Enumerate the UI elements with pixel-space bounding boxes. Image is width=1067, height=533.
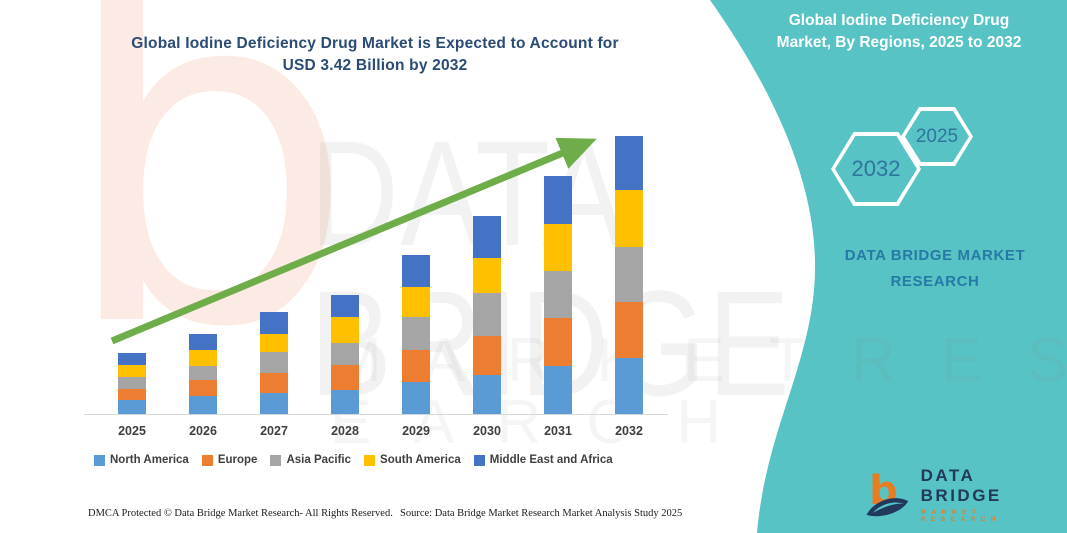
bar-segment-2029-europe: [402, 349, 430, 383]
chart-legend: North America Europe Asia Pacific South Ame…: [94, 454, 613, 466]
bar-segment-2032-south-america: [615, 189, 643, 247]
x-tick-label-2032: 2032: [615, 424, 643, 438]
x-tick-label-2025: 2025: [118, 424, 146, 438]
bar-segment-2029-north-america: [402, 382, 430, 414]
bar-segment-2028-europe: [331, 365, 359, 390]
bar-segment-2032-europe: [615, 301, 643, 358]
legend-item-asia-pacific: Asia Pacific: [270, 454, 351, 466]
bar-segment-2026-europe: [189, 379, 217, 397]
page-title: Global Iodine Deficiency Drug Market is …: [131, 35, 619, 74]
legend-swatch: [201, 454, 213, 466]
bar-segment-2030-europe: [473, 336, 501, 376]
x-axis-line: [84, 414, 668, 415]
bar-segment-2030-south-america: [473, 258, 501, 293]
bar-segment-2030-middle-east-and-africa: [473, 215, 501, 259]
x-tick-label-2026: 2026: [189, 424, 217, 438]
bar-segment-2026-south-america: [189, 349, 217, 367]
bar-segment-2025-north-america: [118, 400, 146, 414]
legend-swatch: [94, 454, 105, 466]
bar-segment-2028-middle-east-and-africa: [331, 295, 359, 318]
x-tick-label-2029: 2029: [402, 424, 430, 438]
bar-segment-2027-europe: [260, 372, 288, 393]
bar-segment-2026-middle-east-and-africa: [189, 334, 217, 350]
bar-segment-2028-south-america: [331, 317, 359, 344]
bar-segment-2029-middle-east-and-africa: [402, 254, 430, 287]
bar-segment-2026-asia-pacific: [189, 366, 217, 380]
bar-segment-2031-europe: [544, 318, 572, 367]
legend-item-north-america: North America: [94, 454, 189, 466]
bar-segment-2032-asia-pacific: [615, 246, 643, 302]
legend-swatch: [364, 454, 376, 466]
footer-source-text: Source: Data Bridge Market Research Mark…: [400, 508, 683, 519]
bar-segment-2027-middle-east-and-africa: [260, 311, 288, 334]
legend-swatch: [270, 454, 282, 466]
legend-label: Europe: [217, 454, 258, 466]
bar-segment-2031-south-america: [544, 223, 572, 272]
bar-segment-2029-south-america: [402, 286, 430, 318]
legend-label: Asia Pacific: [286, 454, 352, 466]
bar-segment-2025-south-america: [118, 365, 146, 378]
x-tick-label-2031: 2031: [544, 424, 572, 438]
x-tick-label-2028: 2028: [331, 424, 359, 438]
footer-dmca-text: DMCA Protected © Data Bridge Market Rese…: [88, 508, 393, 519]
bar-segment-2027-asia-pacific: [260, 352, 288, 373]
bar-segment-2028-asia-pacific: [331, 343, 359, 366]
bar-segment-2032-north-america: [615, 357, 643, 414]
x-tick-label-2030: 2030: [473, 424, 501, 438]
bar-segment-2027-south-america: [260, 333, 288, 353]
bar-segment-2031-middle-east-and-africa: [544, 176, 572, 224]
bar-segment-2025-asia-pacific: [118, 377, 146, 389]
bar-segment-2026-north-america: [189, 396, 217, 414]
legend-label: North America: [110, 454, 189, 466]
legend-swatch: [473, 454, 485, 466]
bar-segment-2025-middle-east-and-africa: [118, 353, 146, 366]
bar-segment-2027-north-america: [260, 392, 288, 414]
bar-segment-2031-north-america: [544, 366, 572, 414]
legend-item-europe: Europe: [201, 454, 258, 466]
legend-label: South America: [380, 454, 461, 466]
legend-item-middle-east-and-africa: Middle East and Africa: [473, 454, 613, 466]
legend-label: Middle East and Africa: [489, 454, 613, 466]
bar-segment-2030-asia-pacific: [473, 293, 501, 337]
bar-segment-2025-europe: [118, 388, 146, 401]
bar-segment-2030-north-america: [473, 375, 501, 414]
x-tick-label-2027: 2027: [260, 424, 288, 438]
bar-segment-2032-middle-east-and-africa: [615, 136, 643, 190]
legend-item-south-america: South America: [364, 454, 461, 466]
bar-segment-2028-north-america: [331, 389, 359, 414]
bar-segment-2029-asia-pacific: [402, 317, 430, 350]
bar-segment-2031-asia-pacific: [544, 271, 572, 319]
